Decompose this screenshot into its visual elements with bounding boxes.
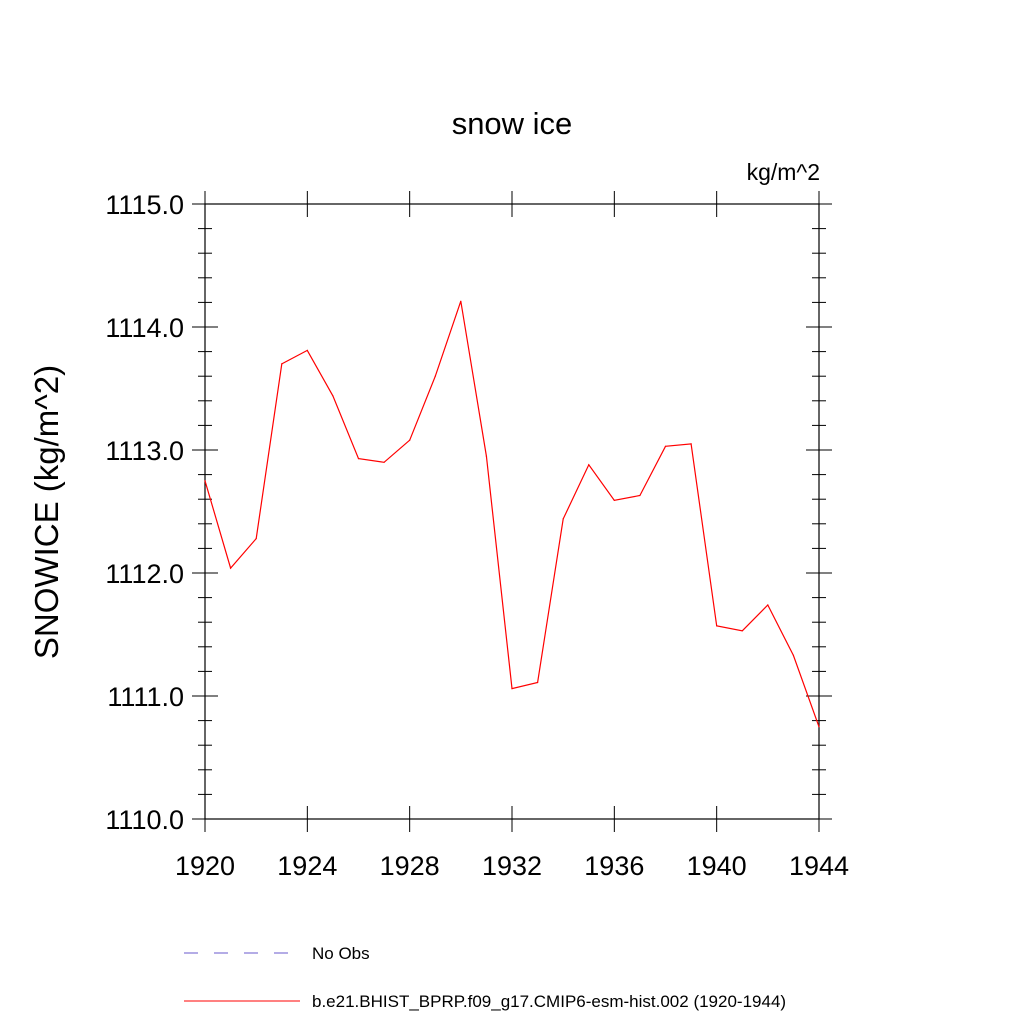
data-point [434,375,436,377]
data-point [204,480,206,482]
data-point [383,461,385,463]
y-tick-labels: 1110.0 1111.0 1112.0 1113.0 1114.0 1115.0 [105,190,184,835]
data-point [460,300,462,302]
data-point [511,688,513,690]
x-tick-label: 1936 [584,851,644,881]
data-point [767,604,769,606]
axis-ticks [192,191,832,832]
y-tick-label: 1110.0 [105,805,184,835]
data-point [664,445,667,447]
y-tick-label: 1112.0 [105,559,184,589]
data-point [562,518,564,520]
x-tick-label: 1920 [175,851,235,881]
y-tick-label: 1111.0 [107,682,184,712]
data-point [281,363,283,365]
data-point [613,499,615,502]
y-axis-label: SNOWICE (kg/m^2) [28,365,65,659]
x-tick-label: 1932 [482,851,542,881]
data-point [229,567,232,569]
y-tick-label: 1113.0 [105,436,184,466]
units-label: kg/m^2 [747,159,820,185]
data-point [357,458,360,460]
legend: No Obs b.e21.BHIST_BPRP.f09_g17.CMIP6-es… [184,944,786,1011]
data-point [306,349,308,351]
x-tick-label: 1944 [789,851,849,881]
data-point [588,464,590,466]
plot-frame [204,203,820,820]
data-point [255,537,257,540]
series-layer [204,300,820,728]
data-point [536,681,539,684]
chart-title: snow ice [452,106,573,141]
data-point [639,494,641,497]
legend-label-no-obs: No Obs [312,944,370,963]
y-tick-label: 1114.0 [105,313,184,343]
data-point [741,630,743,632]
data-point [792,654,795,657]
x-tick-label: 1924 [277,851,337,881]
data-point [485,455,488,457]
data-point [818,726,820,728]
legend-label-model: b.e21.BHIST_BPRP.f09_g17.CMIP6-esm-hist.… [312,992,786,1011]
x-tick-label: 1928 [380,851,440,881]
data-point [716,625,718,627]
data-point [332,395,334,397]
x-tick-label: 1940 [687,851,747,881]
data-point [690,443,692,445]
x-tick-labels: 1920 1924 1928 1932 1936 1940 1944 [175,851,849,881]
y-tick-label: 1115.0 [105,190,184,220]
series-line [204,301,820,728]
data-point [409,439,411,441]
